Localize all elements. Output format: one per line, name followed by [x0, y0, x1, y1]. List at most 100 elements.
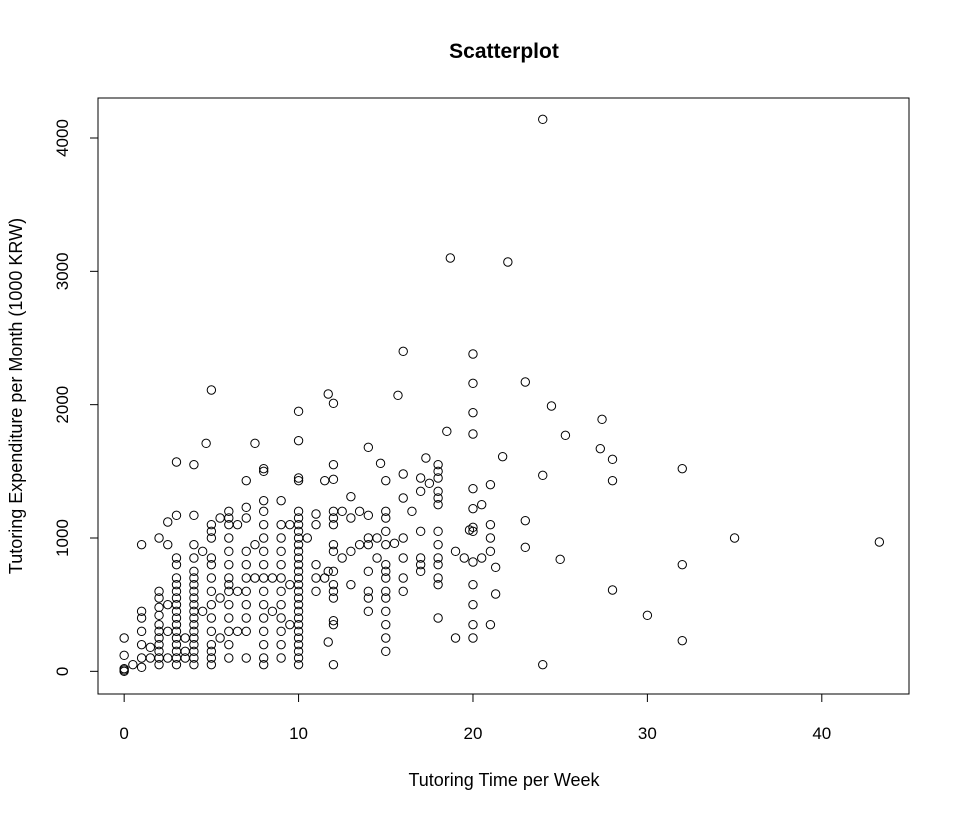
data-point — [232, 519, 243, 530]
data-point — [145, 642, 156, 653]
data-point — [560, 430, 571, 441]
data-point — [468, 633, 478, 643]
data-point — [468, 526, 478, 537]
data-point — [293, 473, 304, 483]
data-point — [381, 633, 391, 643]
data-point — [415, 553, 426, 563]
data-point — [372, 553, 382, 563]
data-point — [154, 659, 164, 670]
data-point — [328, 566, 339, 577]
data-point — [607, 585, 618, 595]
y-axis: 0 1000 2000 3000 4000 — [53, 119, 99, 676]
data-point — [206, 586, 217, 597]
data-point — [136, 606, 147, 617]
data-point — [445, 253, 456, 263]
data-point — [595, 443, 605, 454]
data-point — [276, 599, 286, 610]
data-point — [293, 599, 304, 610]
data-point — [520, 377, 530, 387]
data-point — [468, 619, 478, 630]
data-point — [206, 613, 217, 623]
data-point — [206, 519, 217, 530]
data-point — [433, 459, 443, 470]
data-point — [171, 553, 182, 563]
data-point — [241, 599, 251, 610]
data-point — [328, 539, 339, 550]
x-tick-label: 20 — [464, 724, 483, 743]
data-point — [276, 546, 286, 557]
data-point — [119, 633, 129, 643]
data-point — [407, 506, 417, 517]
data-point — [442, 426, 452, 437]
data-point — [323, 637, 333, 647]
data-point — [241, 626, 251, 637]
data-point — [258, 463, 269, 474]
data-point — [433, 539, 443, 550]
data-point — [171, 619, 182, 630]
data-point — [180, 633, 190, 643]
data-point — [224, 613, 234, 623]
data-point — [258, 559, 269, 570]
data-point — [311, 559, 321, 570]
data-point — [276, 533, 286, 543]
data-point — [597, 414, 607, 425]
data-point — [293, 435, 304, 446]
data-point — [189, 553, 199, 563]
data-point — [136, 613, 147, 623]
data-point — [215, 593, 225, 603]
data-point — [381, 506, 391, 517]
data-point — [381, 526, 391, 537]
data-point — [450, 546, 461, 557]
data-point — [171, 573, 182, 583]
data-point — [241, 573, 251, 583]
data-point — [381, 513, 391, 523]
data-point — [224, 506, 234, 517]
data-point — [250, 539, 260, 550]
data-point — [154, 602, 164, 613]
data-point — [293, 653, 304, 663]
data-point — [381, 539, 391, 550]
data-point — [154, 639, 164, 650]
data-point — [276, 626, 286, 637]
data-point — [328, 579, 339, 590]
data-point — [206, 659, 217, 670]
data-point — [293, 573, 304, 583]
data-point — [503, 257, 513, 267]
data-point — [201, 438, 211, 449]
data-point — [293, 659, 304, 670]
data-point — [189, 619, 199, 630]
x-axis-label: Tutoring Time per Week — [408, 770, 600, 790]
data-point — [538, 114, 548, 125]
data-point — [171, 510, 182, 521]
x-tick-label: 0 — [119, 724, 128, 743]
data-point — [189, 659, 199, 670]
data-point — [293, 553, 304, 563]
data-point — [381, 573, 391, 583]
y-tick-label: 4000 — [53, 119, 72, 157]
data-point — [250, 573, 260, 583]
data-point — [468, 429, 478, 439]
data-point — [189, 633, 199, 643]
data-point — [258, 653, 269, 663]
data-point — [381, 646, 391, 657]
data-point — [206, 559, 217, 570]
data-point — [485, 479, 496, 490]
data-point — [459, 553, 469, 563]
data-point — [224, 626, 234, 637]
data-point — [276, 639, 286, 650]
data-point — [433, 493, 443, 503]
data-point — [285, 519, 295, 530]
data-point — [538, 659, 548, 670]
x-tick-label: 40 — [812, 724, 831, 743]
data-point — [311, 586, 321, 597]
data-point — [520, 515, 530, 526]
data-point — [363, 586, 374, 597]
chart-title: Scatterplot — [449, 40, 559, 63]
data-point — [485, 546, 496, 557]
x-tick-label: 10 — [289, 724, 308, 743]
data-point — [197, 546, 208, 557]
x-tick-label: 30 — [638, 724, 657, 743]
data-point — [293, 539, 304, 550]
data-point — [276, 573, 286, 583]
y-tick-label: 2000 — [53, 386, 72, 424]
